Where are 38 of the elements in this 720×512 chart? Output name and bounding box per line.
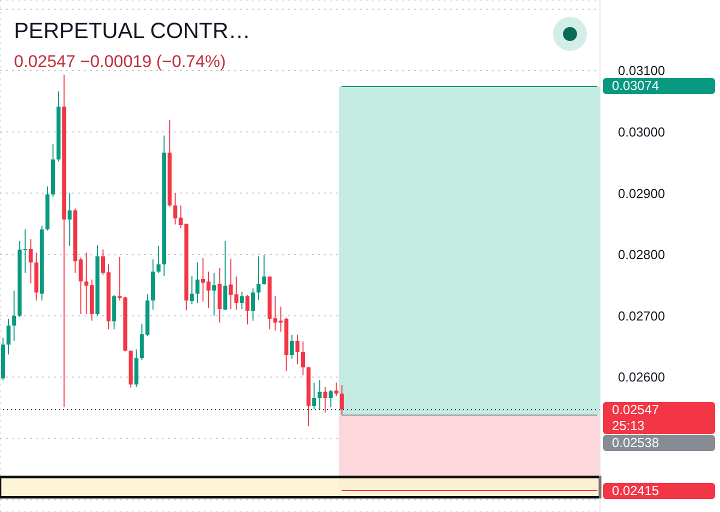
y-tick-label: 0.02600 <box>618 370 665 385</box>
candlestick <box>12 290 16 342</box>
y-tick-label: 0.03100 <box>618 63 665 78</box>
y-tick-label: 0.02900 <box>618 186 665 201</box>
candlestick <box>245 294 250 325</box>
candlestick <box>190 275 194 305</box>
ref-line-label: 0.02538 <box>612 434 659 450</box>
y-tick-label: 0.02800 <box>618 247 665 262</box>
candlestick <box>6 318 11 355</box>
text: 0.02547 −0.00019 (−0.74%) <box>14 52 226 72</box>
ref-line-label: 0.02547 <box>612 402 659 417</box>
candlestick <box>173 192 178 225</box>
candlestick <box>195 262 200 304</box>
y-tick-label: 0.03000 <box>618 124 665 140</box>
candlestick <box>295 334 300 365</box>
candlestick <box>256 256 261 300</box>
candlestick <box>312 382 316 410</box>
candlestick <box>240 291 244 310</box>
candlestick <box>328 389 333 408</box>
candlestick <box>290 334 294 360</box>
text: 25:13 <box>612 418 645 433</box>
candlestick <box>340 384 344 416</box>
ref-line-label: 0.03074 <box>612 78 659 94</box>
candlestick <box>212 272 216 316</box>
text: PERPETUAL CONTR… <box>14 18 250 44</box>
y-tick-label: 0.02700 <box>618 308 665 324</box>
candlestick <box>68 192 72 246</box>
ref-line-label: 0.02415 <box>612 482 659 498</box>
candlestick <box>251 288 255 322</box>
candlestick <box>223 240 228 311</box>
candlestick <box>156 245 161 274</box>
candlestick <box>262 254 266 286</box>
candlestick <box>334 382 338 397</box>
candlestick <box>28 238 33 284</box>
candlestick <box>301 341 305 376</box>
candlestick <box>323 386 328 414</box>
candlestick <box>78 257 83 314</box>
candlestick <box>318 380 322 410</box>
